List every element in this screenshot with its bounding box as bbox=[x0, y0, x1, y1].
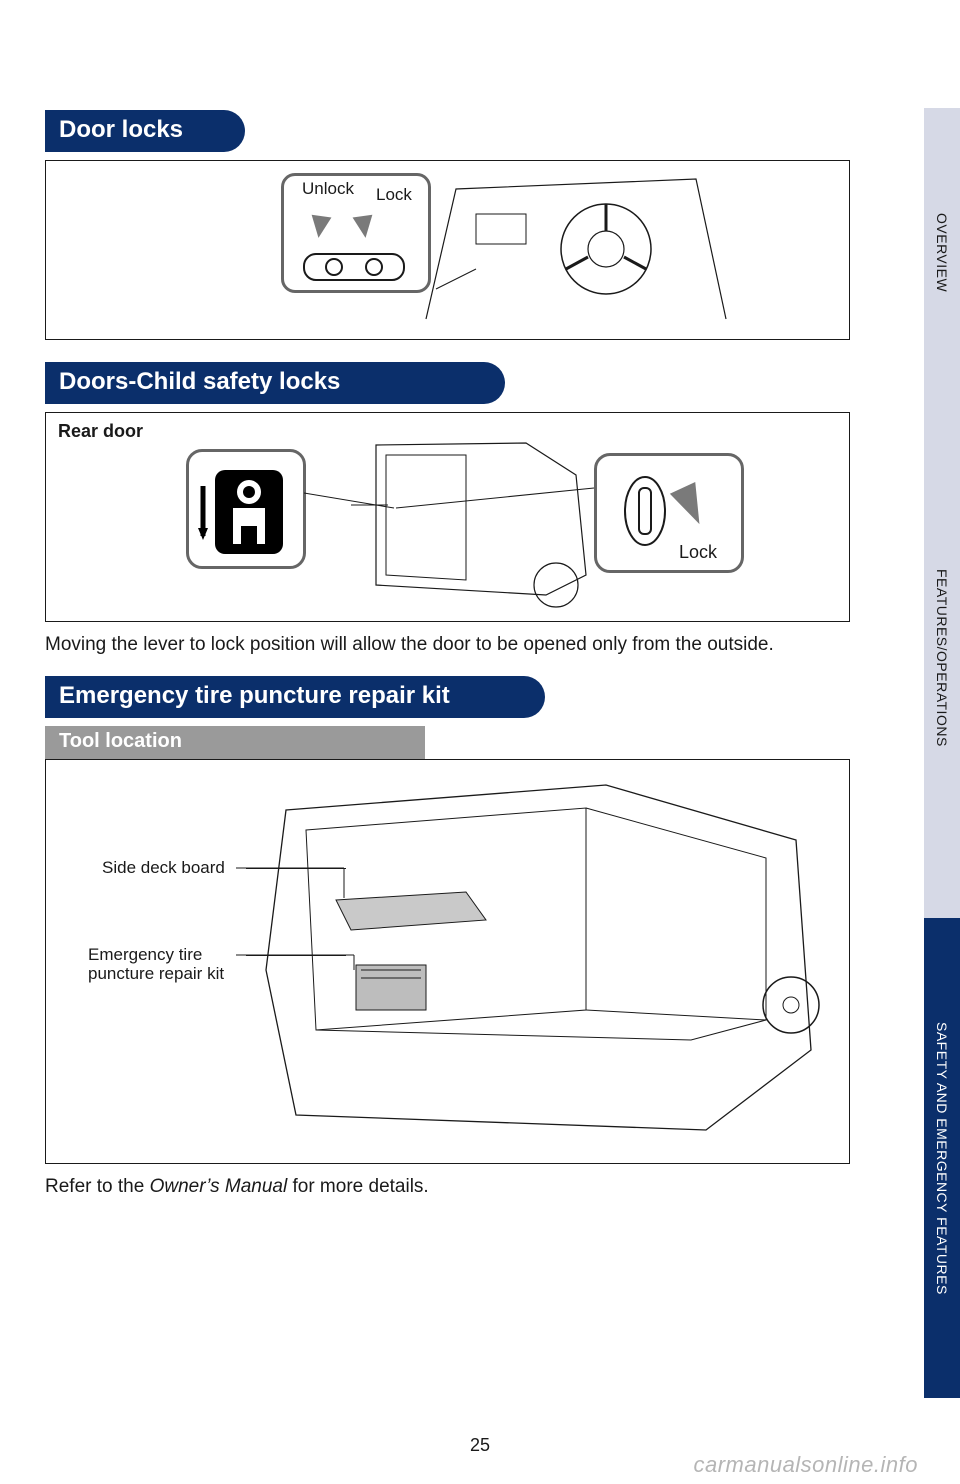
label-lock: Lock bbox=[376, 185, 412, 205]
tab-overview[interactable]: OVERVIEW bbox=[924, 108, 960, 398]
section-heading-child-safety: Doors-Child safety locks bbox=[45, 362, 505, 404]
figure-door-locks: Unlock Lock bbox=[45, 160, 850, 340]
figure-tire-kit: Side deck board Emergency tire puncture … bbox=[45, 759, 850, 1164]
label-child-lock: Lock bbox=[679, 542, 717, 563]
label-rear-door: Rear door bbox=[58, 421, 143, 442]
trunk-illustration bbox=[236, 770, 826, 1160]
subheading-tool-location: Tool location bbox=[45, 726, 425, 759]
callout-side-deck-board: Side deck board bbox=[102, 858, 225, 878]
tab-features[interactable]: FEATURES/OPERATIONS bbox=[924, 398, 960, 918]
tab-safety[interactable]: SAFETY AND EMERGENCY FEATURES bbox=[924, 918, 960, 1398]
dashboard-illustration bbox=[416, 169, 736, 329]
figure-child-safety: Rear door Lock bbox=[45, 412, 850, 622]
section-heading-tire-kit: Emergency tire puncture repair kit bbox=[45, 676, 545, 718]
label-unlock: Unlock bbox=[302, 179, 354, 199]
watermark: carmanualsonline.info bbox=[693, 1452, 918, 1478]
child-safety-body-text: Moving the lever to lock position will a… bbox=[45, 632, 850, 658]
callout-tire-kit: Emergency tire puncture repair kit bbox=[88, 945, 224, 984]
section-heading-door-locks: Door locks bbox=[45, 110, 245, 152]
tire-kit-refer-text: Refer to the Owner’s Manual for more det… bbox=[45, 1174, 850, 1200]
